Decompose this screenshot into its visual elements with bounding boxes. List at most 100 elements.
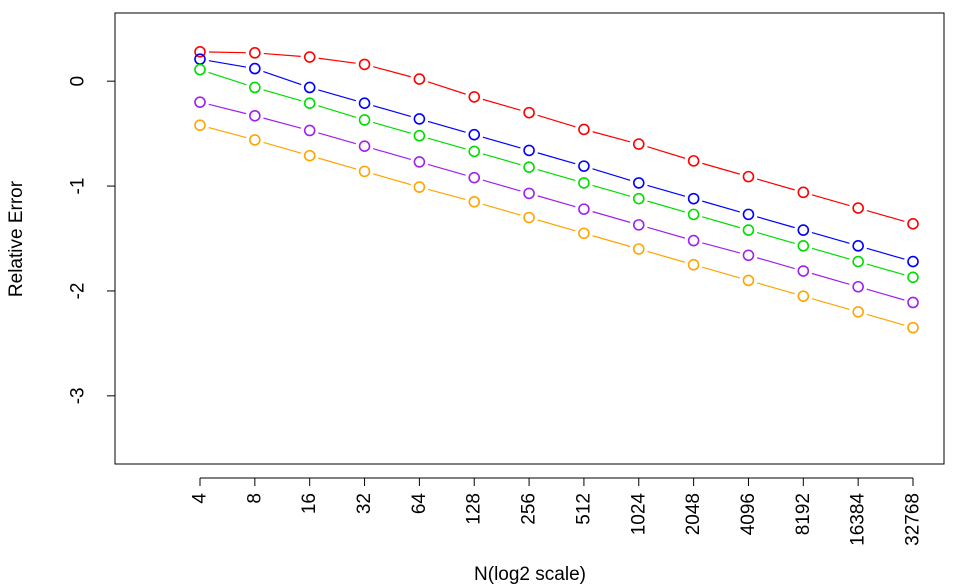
data-point — [358, 97, 371, 109]
data-point — [687, 155, 700, 167]
series-line-segment — [427, 81, 466, 95]
data-point — [468, 145, 481, 158]
series-line-segment — [866, 247, 905, 260]
series-2 — [194, 53, 919, 268]
data-point — [194, 46, 206, 58]
x-tick-label: 128 — [464, 493, 485, 525]
series-line-segment — [811, 272, 850, 285]
data-point — [907, 271, 919, 284]
series-5 — [194, 119, 919, 334]
series-line-segment — [537, 169, 576, 182]
series-line-segment — [756, 257, 795, 270]
data-point — [303, 149, 316, 162]
data-point — [194, 53, 206, 65]
data-point — [687, 208, 700, 221]
x-tick-label: 16384 — [848, 493, 869, 546]
series-line-segment — [482, 179, 521, 192]
x-tick-label: 32 — [354, 493, 375, 514]
data-point — [358, 140, 371, 153]
data-point — [413, 129, 426, 142]
series-line-segment — [318, 105, 357, 118]
series-line-segment — [647, 146, 686, 159]
data-point — [358, 165, 371, 178]
x-tick-label: 256 — [519, 493, 540, 525]
series-line-segment — [318, 132, 357, 145]
series-line-segment — [427, 137, 466, 150]
series-line-segment — [811, 194, 850, 207]
series-line-segment — [702, 266, 740, 279]
data-point — [249, 47, 261, 59]
series-line-segment — [427, 120, 466, 133]
x-tick-label: 1024 — [628, 493, 649, 536]
data-point — [907, 218, 919, 230]
data-point — [578, 123, 590, 136]
data-point — [249, 62, 261, 75]
data-point — [194, 96, 206, 108]
y-tick-label: -3 — [68, 387, 89, 404]
data-point — [303, 124, 316, 137]
y-axis: 0 -1 -2 -3 — [68, 76, 116, 404]
series-line-segment — [373, 66, 411, 78]
data-point — [632, 192, 645, 205]
series-line-segment — [866, 209, 905, 222]
series-line-segment — [756, 232, 795, 244]
series-line-segment — [592, 131, 631, 143]
series-line-segment — [592, 211, 631, 223]
series-line-segment — [482, 136, 521, 149]
series-line-segment — [373, 173, 411, 186]
series-line-segment — [208, 71, 247, 86]
x-tick-label: 512 — [573, 493, 594, 525]
data-point — [468, 195, 481, 208]
data-point — [358, 114, 371, 126]
series-line-segment — [592, 235, 631, 248]
series-line-segment — [537, 152, 576, 165]
data-point — [687, 258, 700, 271]
series-line-segment — [756, 216, 795, 229]
series-line-segment — [482, 203, 521, 216]
data-point — [468, 128, 481, 141]
series-line-segment — [318, 89, 357, 102]
data-point — [578, 227, 590, 240]
series-line-segment — [866, 263, 905, 276]
y-axis-label: Relative Error — [6, 180, 27, 297]
data-point — [523, 161, 535, 173]
series-line-segment — [811, 298, 850, 311]
series-line-segment — [318, 57, 356, 64]
data-point — [742, 224, 755, 236]
series-line-segment — [427, 163, 466, 176]
data-point — [303, 81, 316, 94]
data-point — [523, 211, 535, 224]
series-line-segment — [482, 153, 521, 166]
data-point — [578, 203, 590, 215]
series-line-segment — [756, 282, 795, 295]
data-point — [742, 274, 755, 287]
data-point — [578, 177, 590, 189]
series-line-segment — [373, 148, 411, 161]
data-point — [632, 177, 645, 189]
data-point — [852, 280, 864, 293]
series-line-segment — [208, 103, 247, 115]
data-point — [742, 249, 755, 262]
y-tick-label: -1 — [68, 178, 89, 195]
data-point — [797, 240, 810, 252]
series-line-segment — [427, 188, 466, 201]
data-point — [358, 58, 371, 71]
x-tick-label: 16 — [299, 493, 320, 514]
data-point — [303, 51, 316, 63]
data-point — [742, 170, 755, 183]
series-line-segment — [373, 105, 411, 118]
series-line-segment — [537, 114, 576, 128]
series-line-segment — [756, 178, 795, 191]
series-line-segment — [208, 60, 247, 68]
data-point — [852, 306, 864, 318]
data-point — [632, 138, 645, 150]
series-line-segment — [811, 247, 850, 260]
series-line-segment — [702, 242, 740, 254]
series-1 — [194, 46, 919, 230]
series-line-segment — [263, 52, 301, 57]
data-point — [632, 219, 645, 231]
data-point — [468, 91, 481, 103]
series-line-segment — [537, 219, 576, 232]
data-point — [413, 73, 426, 85]
